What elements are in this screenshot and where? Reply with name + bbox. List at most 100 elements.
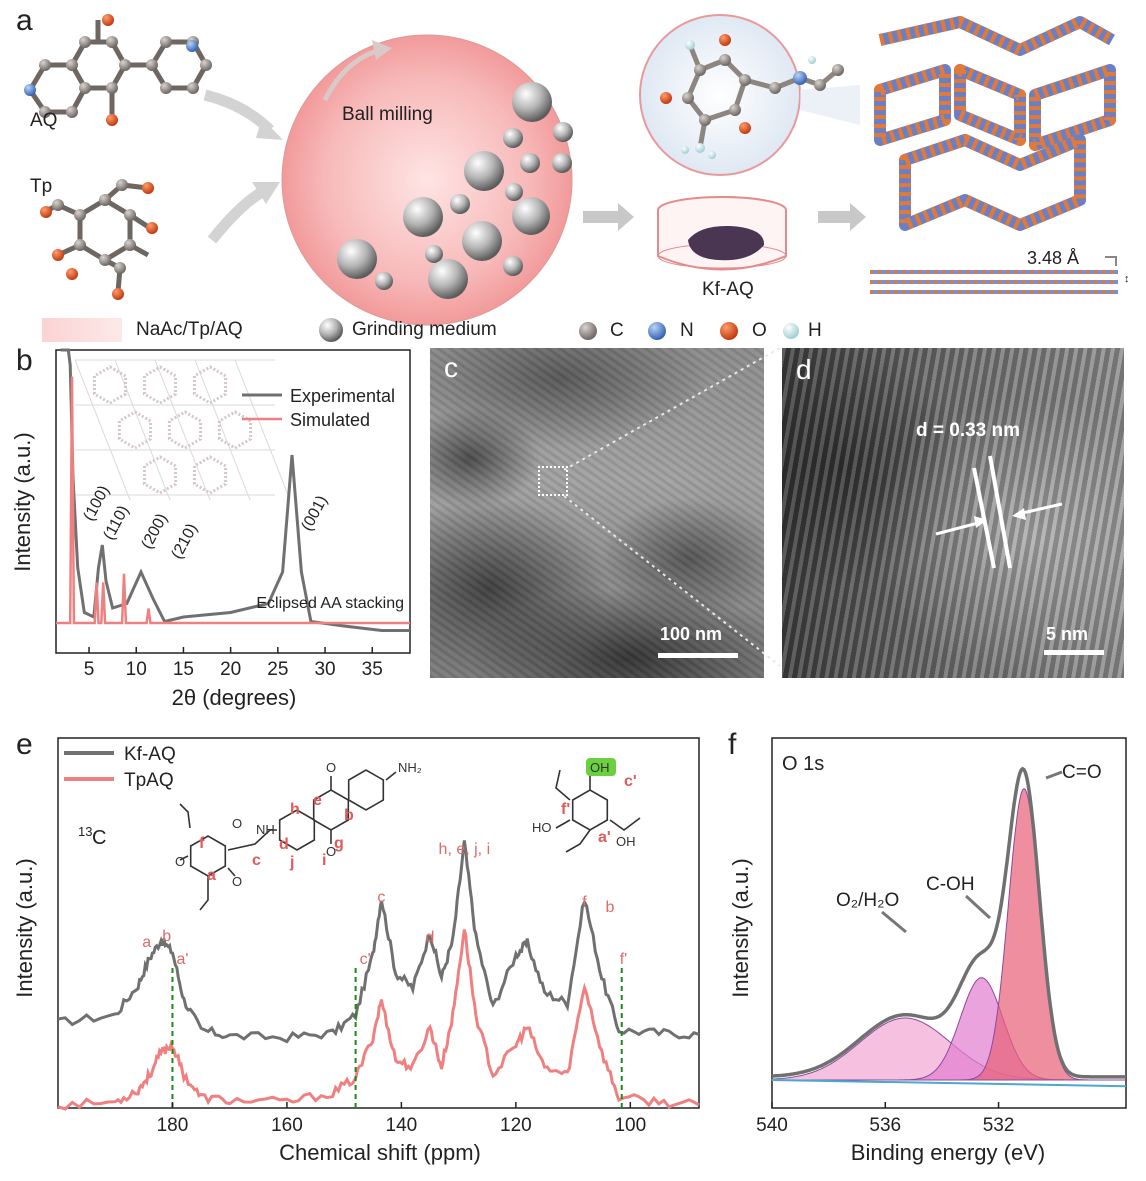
plot-frame: [55, 349, 411, 654]
x-tick-label: 5: [84, 659, 95, 680]
c-o-arrow: [1045, 770, 1063, 780]
legend-c-label: C: [610, 320, 624, 341]
structure-atom: O: [326, 844, 336, 859]
y-axis-label: Intensity (a.u.): [728, 858, 753, 997]
legend-o-atom: [720, 322, 738, 340]
oh-highlight: [586, 758, 616, 776]
peak-label: h, e, j, i: [439, 841, 491, 858]
legend-o-label: O: [752, 320, 767, 341]
x-tick-label: 120: [500, 1115, 532, 1136]
structure-atom: O: [326, 760, 336, 775]
c-oh-arrow: [964, 894, 992, 920]
reference-marker-label: c': [360, 951, 371, 968]
series-tpaq-line: [57, 929, 700, 1111]
zoom-guide-lines: [563, 348, 781, 667]
legend-simulated-label: Simulated: [290, 410, 370, 430]
structure-ring: [571, 789, 609, 831]
inset-pore: [117, 410, 153, 450]
structure-position-label: j: [289, 854, 294, 871]
structure-position-label: a: [207, 867, 216, 884]
legend-grinding-label: Grinding medium: [352, 319, 497, 340]
x-tick-label: 140: [386, 1115, 418, 1136]
peak-label: f: [582, 894, 587, 911]
panel-b-xrd-chart: 5 10 15 20 25 30 35 2θ (degrees) Intensity (a.u.…: [10, 348, 411, 710]
x-tick-label: 532: [983, 1115, 1015, 1136]
structure-position-label: b: [344, 807, 354, 824]
peak-label: c: [377, 889, 385, 906]
o2-h2o-arrow: [881, 910, 907, 934]
peak-label: b: [606, 899, 615, 916]
arrow-to-dish: [583, 203, 634, 231]
eclipsed-label: Eclipsed AA stacking: [256, 595, 404, 612]
legend-c-atom: [579, 322, 597, 340]
kf-aq-structure: [179, 769, 397, 911]
legend-h-label: H: [808, 320, 822, 341]
x-tick-label: 35: [362, 659, 383, 680]
arrow-tp: [207, 187, 265, 244]
x-tick-label: 160: [271, 1115, 303, 1136]
aq-molecule: [27, 20, 209, 118]
structure-atom: NH₂: [398, 760, 422, 775]
o2-h2o-label: O₂/H₂O: [836, 890, 899, 911]
structure-position-label: a': [598, 829, 611, 846]
panel-c-label: c: [444, 352, 458, 383]
aq-label: AQ: [30, 110, 58, 131]
panel-d-scale: 5 nm: [1046, 624, 1089, 644]
structure-atom: O: [232, 874, 242, 889]
peak-label: a: [142, 934, 151, 951]
arrow-to-framework: [818, 203, 866, 231]
crystal-inset: [74, 359, 291, 501]
nucleus-label: C: [92, 827, 106, 849]
x-tick-label: 536: [869, 1115, 901, 1136]
inset-pore: [192, 455, 228, 495]
d-spacing-label: d = 0.33 nm: [916, 420, 1021, 441]
panel-a-schematic: ↕: [24, 14, 1130, 342]
panel-a-label: a: [16, 4, 33, 37]
aq-atoms: [24, 14, 212, 126]
tp-molecule: [46, 182, 152, 293]
reference-marker-label: a': [176, 951, 188, 968]
structure-atom: HO: [532, 820, 552, 835]
inset-gridline: [154, 359, 211, 501]
panel-f-xps-chart: C=O C-OH O₂/H₂O O 1s 540 536 532 Binding energy…: [728, 737, 1127, 1165]
structure-atom: NH: [256, 822, 275, 837]
x-tick-label: 100: [614, 1115, 646, 1136]
panel-c-tem-image: [430, 348, 764, 678]
c-o-label: C=O: [1062, 762, 1102, 783]
structure-position-label: c': [624, 773, 637, 790]
x-tick-label: 540: [756, 1115, 788, 1136]
panel-d-label: d: [796, 354, 812, 385]
legend-n-atom: [648, 322, 666, 340]
baseline-line: [771, 1079, 1127, 1088]
x-tick-label: 15: [173, 659, 194, 680]
peak-index-label: (100): [81, 483, 114, 524]
structure-bonds: [555, 769, 641, 853]
layer-spacing-label: 3.48 Å: [1027, 248, 1080, 268]
structure-position-label: f': [561, 801, 570, 818]
legend-tpaq-label: TpAQ: [124, 770, 174, 791]
y-axis-label: Intensity (a.u.): [12, 858, 37, 997]
inset-pore: [167, 410, 203, 450]
peak-index-label: (001): [299, 493, 332, 534]
inset-gridline: [234, 359, 291, 501]
structure-position-label: c: [252, 852, 261, 869]
legend-ball-swatch: [319, 318, 343, 342]
tp-structure: [555, 769, 641, 853]
inset-gridline: [74, 359, 131, 501]
plot-frame: [57, 737, 700, 1109]
inset-gridline: [194, 359, 251, 501]
structure-position-label: h: [290, 801, 300, 818]
inset-pore: [92, 365, 128, 405]
envelope-line: [771, 766, 1126, 1079]
structure-ring: [347, 769, 385, 811]
peak-index-label: (210): [169, 521, 202, 562]
panel-c-scale: 100 nm: [660, 624, 723, 644]
x-axis-label: 2θ (degrees): [172, 685, 297, 710]
panel-d-hrtem-image: [782, 348, 1124, 678]
structure-position-label: e: [313, 792, 322, 809]
x-tick-label: 20: [220, 659, 241, 680]
grinding-balls: [337, 82, 573, 299]
chart-title: O 1s: [782, 753, 824, 775]
inset-pore: [217, 410, 253, 450]
x-axis-label: Binding energy (eV): [851, 1140, 1045, 1165]
